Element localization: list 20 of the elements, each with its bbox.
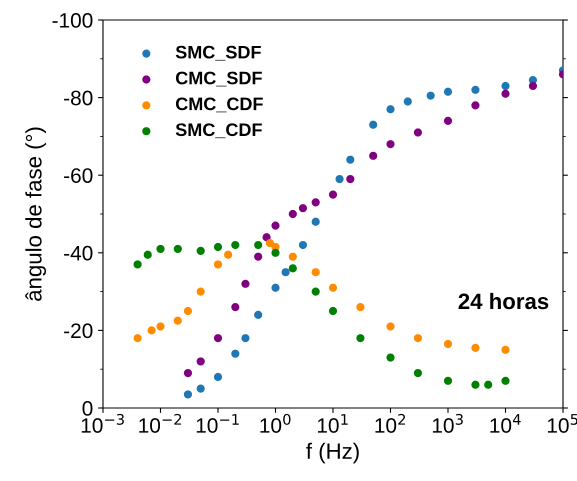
- y-tick-label: -60: [64, 168, 92, 183]
- x-tick-label: 10$^{−1}$: [196, 414, 239, 433]
- y-tick-label: -100: [52, 13, 92, 28]
- x-tick-label: 10$^{3}$: [432, 414, 463, 433]
- y-axis-title: ângulo de fase (°): [25, 128, 46, 301]
- y-tick-label: -40: [64, 246, 92, 261]
- x-tick-label: 10$^{1}$: [318, 414, 348, 433]
- legend-label: CMC_SDF: [176, 72, 262, 86]
- legend-label: SMC_CDF: [176, 123, 262, 138]
- x-tick-label: 10$^{4}$: [490, 414, 521, 433]
- x-axis-title: f (Hz): [306, 442, 359, 464]
- x-tick-label: 10$^{2}$: [375, 414, 406, 433]
- y-tick-label: -80: [64, 90, 92, 106]
- legend-label: SMC_SDF: [176, 46, 261, 61]
- annotation: 24 horas: [458, 292, 548, 310]
- x-tick-label: 10$^{−2}$: [139, 414, 182, 433]
- legend-label: CMC_CDF: [176, 97, 263, 112]
- y-tick-label: -20: [64, 323, 92, 338]
- y-tick-label: 0: [82, 401, 92, 416]
- x-tick-label: 10$^{0}$: [260, 414, 291, 433]
